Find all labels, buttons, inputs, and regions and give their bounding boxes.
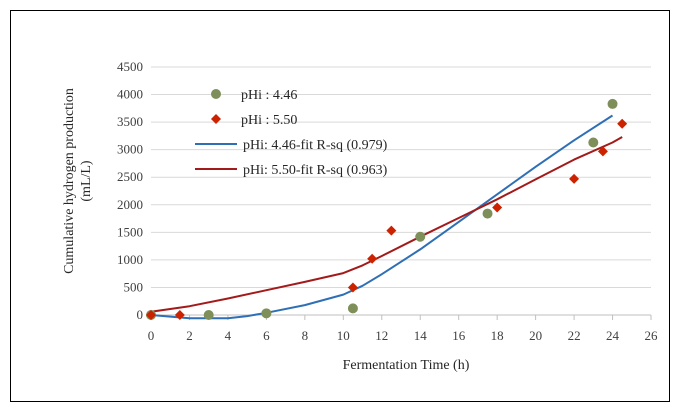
point-circle	[203, 310, 214, 320]
legend-label: pHi : 4.46	[241, 88, 297, 103]
legend-label: pHi : 5.50	[241, 113, 297, 128]
y-axis-title: Cumulative hydrogen production (mL/L)	[62, 88, 94, 274]
y-tick-label: 3500	[117, 114, 143, 129]
x-tick-label: 22	[568, 328, 581, 343]
point-diamond	[174, 310, 185, 320]
point-diamond	[146, 310, 156, 320]
x-tick-label: 0	[148, 328, 155, 343]
legend-label: pHi: 4.46-fit R-sq (0.979)	[243, 138, 388, 153]
x-tick-label: 18	[491, 328, 504, 343]
y-tick-label: 0	[137, 307, 144, 322]
gridlines	[151, 66, 651, 288]
point-diamond	[492, 202, 503, 213]
x-axis-title: Fermentation Time (h)	[343, 358, 470, 373]
x-tick-label: 26	[645, 328, 659, 343]
fit-lines	[150, 114, 623, 320]
legend: pHi : 4.46 pHi : 5.50 pHi: 4.46-fit R-sq (…	[195, 88, 388, 178]
point-circle	[607, 98, 618, 109]
point-circle	[588, 137, 599, 148]
x-tick-label: 8	[302, 328, 309, 343]
point-circle	[261, 308, 272, 319]
point-diamond	[386, 225, 397, 236]
fit-line	[150, 114, 614, 320]
fit-line	[150, 136, 623, 313]
point-circle	[347, 303, 358, 314]
point-circle	[415, 231, 426, 242]
y-tick-label: 4500	[117, 59, 143, 74]
y-tick-label: 2500	[117, 169, 143, 184]
y-tick-label: 500	[124, 279, 144, 294]
point-circle	[482, 208, 493, 219]
x-tick-label: 4	[225, 328, 232, 343]
y-tick-label: 1500	[117, 224, 143, 239]
y-tick-label: 2000	[117, 197, 143, 212]
y-tick-label: 3000	[117, 142, 143, 157]
legend-marker	[211, 114, 221, 124]
x-tick-label: 16	[452, 328, 466, 343]
x-tick-label: 10	[337, 328, 350, 343]
legend-marker	[211, 89, 221, 99]
point-diamond	[597, 146, 608, 157]
y-axis-title-line1: Cumulative hydrogen production	[62, 88, 77, 274]
point-diamond	[617, 118, 628, 129]
point-diamond	[569, 173, 580, 184]
data-points	[146, 98, 628, 320]
y-tick-label: 4000	[117, 87, 143, 102]
point-diamond	[347, 282, 358, 293]
x-tick-label: 6	[263, 328, 270, 343]
legend-label: pHi: 5.50-fit R-sq (0.963)	[243, 163, 388, 178]
x-tick-label: 2	[186, 328, 193, 343]
y-tick-label: 1000	[117, 252, 143, 267]
x-tick-label: 12	[375, 328, 388, 343]
x-tick-labels: 0 2 4 6 8 10 12 14 16 18 20 22 24 26	[148, 328, 658, 343]
x-tick-label: 14	[414, 328, 428, 343]
point-diamond	[367, 253, 378, 264]
y-tick-labels: 0 500 1000 1500 2000 2500 3000 3500 4000 4500	[117, 59, 143, 322]
x-tick-label: 24	[606, 328, 620, 343]
y-axis-title-line2: (mL/L)	[79, 160, 94, 202]
x-tick-label: 20	[529, 328, 542, 343]
